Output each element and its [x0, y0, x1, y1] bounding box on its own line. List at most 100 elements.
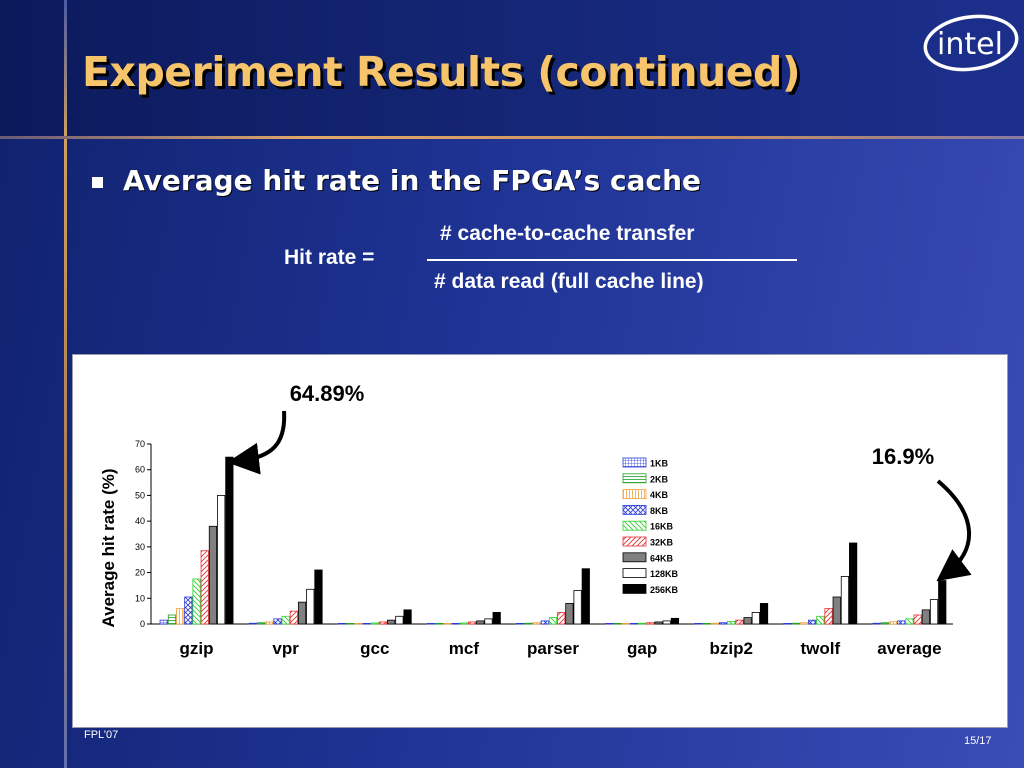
- formula-denominator: # data read (full cache line): [434, 270, 704, 293]
- bar-vpr-256kb: [314, 569, 323, 625]
- y-tick-label: 10: [135, 593, 145, 603]
- y-tick-label: 40: [135, 516, 145, 526]
- bar-average-2kb: [880, 622, 889, 625]
- bar-mcf-64kb: [476, 620, 485, 625]
- bar-parser-16kb: [548, 617, 558, 625]
- fraction-bar: [427, 259, 797, 261]
- y-tick-label: 60: [135, 465, 145, 475]
- bar-chart: Average hit rate (%) 0 10 20 30 40 50 60 70 gzi…: [99, 381, 972, 658]
- slide-title: Experiment Results (continued): [82, 48, 801, 96]
- bar-twolf-64kb: [832, 596, 841, 625]
- intel-logo: intel: [923, 14, 1019, 72]
- x-axis-labels: gzip vpr gcc mcf parser gap bzip2 twolf average: [180, 639, 942, 658]
- legend-label-64kb: 64KB: [650, 553, 674, 563]
- bar-vpr-4kb: [265, 621, 274, 625]
- legend-swatch-8kb: [622, 504, 647, 515]
- y-tick-label: 50: [135, 490, 145, 500]
- legend-label-1kb: 1KB: [650, 459, 669, 469]
- legend-swatch-256kb: [622, 583, 647, 594]
- bar-gap-4kb: [621, 622, 630, 625]
- bar-bzip2-256kb: [759, 603, 769, 625]
- x-tick-label-gcc: gcc: [360, 639, 389, 658]
- y-tick-label: 20: [135, 568, 145, 578]
- annotation-arrow-average: [936, 479, 972, 582]
- bar-mcf-2kb: [435, 622, 444, 625]
- bar-average-32kb: [913, 614, 922, 625]
- bar-mcf-1kb: [426, 622, 436, 625]
- bar-gcc-4kb: [354, 622, 363, 625]
- bar-gcc-16kb: [370, 622, 379, 625]
- bar-twolf-32kb: [824, 608, 833, 625]
- bar-gcc-256kb: [403, 609, 412, 625]
- bar-vpr-64kb: [297, 601, 307, 625]
- bar-gzip-16kb: [192, 578, 201, 625]
- bar-parser-2kb: [524, 622, 533, 625]
- bar-mcf-8kb: [451, 622, 460, 625]
- bars: [159, 456, 947, 625]
- legend-swatch-16kb: [622, 520, 647, 531]
- bar-gap-16kb: [638, 622, 647, 625]
- bar-average-4kb: [888, 621, 898, 625]
- y-axis-label: Average hit rate (%): [99, 468, 118, 627]
- bar-bzip2-32kb: [735, 619, 744, 625]
- bar-gap-128kb: [662, 620, 671, 625]
- x-tick-label-twolf: twolf: [801, 639, 841, 658]
- bar-vpr-32kb: [289, 610, 298, 625]
- bar-vpr-1kb: [248, 622, 257, 625]
- x-tick-label-gzip: gzip: [180, 639, 214, 658]
- bar-parser-1kb: [516, 622, 525, 625]
- bar-bzip2-1kb: [694, 622, 703, 625]
- bar-bzip2-128kb: [751, 612, 760, 625]
- x-tick-label-vpr: vpr: [272, 639, 299, 658]
- x-tick-label-gap: gap: [627, 639, 657, 658]
- bar-gcc-32kb: [378, 621, 388, 625]
- legend-swatch-1kb: [622, 457, 647, 468]
- legend-label-16kb: 16KB: [650, 522, 674, 532]
- bar-twolf-256kb: [849, 542, 858, 625]
- bullet-point: Average hit rate in the FPGA’s cache: [92, 164, 701, 197]
- bar-gzip-4kb: [176, 608, 185, 625]
- logo-text: intel: [937, 27, 1003, 62]
- bar-parser-32kb: [557, 612, 566, 625]
- bar-vpr-128kb: [306, 588, 315, 625]
- bar-gcc-1kb: [337, 622, 347, 625]
- bar-gcc-128kb: [395, 615, 404, 625]
- bar-mcf-4kb: [443, 622, 452, 625]
- bar-twolf-128kb: [840, 576, 850, 625]
- bar-gzip-128kb: [217, 495, 226, 625]
- bar-average-128kb: [929, 599, 939, 625]
- y-tick-label: 0: [140, 619, 145, 629]
- bar-bzip2-8kb: [718, 622, 728, 625]
- formula-label: Hit rate =: [284, 246, 375, 269]
- horizontal-accent-line: [0, 136, 1024, 139]
- bar-mcf-128kb: [484, 618, 493, 625]
- x-tick-label-mcf: mcf: [449, 639, 480, 658]
- page-number: 15/17: [964, 735, 992, 747]
- y-axis: 0 10 20 30 40 50 60 70: [135, 439, 953, 629]
- legend-label-32kb: 32KB: [650, 538, 674, 548]
- x-tick-label-average: average: [877, 639, 941, 658]
- footer-conference: FPL’07: [84, 729, 119, 741]
- bar-mcf-256kb: [492, 612, 501, 625]
- legend-label-2kb: 2KB: [650, 474, 669, 484]
- bar-twolf-16kb: [816, 615, 825, 625]
- bar-twolf-4kb: [799, 622, 809, 625]
- bar-gzip-256kb: [225, 456, 234, 625]
- bar-bzip2-2kb: [702, 622, 711, 625]
- legend: 1KB 2KB 4KB 8KB 16KB 32KB 64KB 128KB 256KB: [622, 457, 679, 595]
- bar-gzip-2kb: [167, 614, 177, 625]
- bar-average-256kb: [938, 580, 947, 625]
- legend-swatch-2kb: [622, 473, 647, 484]
- legend-swatch-64kb: [622, 552, 647, 563]
- bar-average-16kb: [905, 618, 914, 625]
- bar-gap-1kb: [605, 622, 614, 625]
- bar-twolf-8kb: [808, 619, 817, 625]
- bar-parser-64kb: [565, 603, 574, 625]
- bar-gcc-8kb: [362, 622, 371, 625]
- bar-gap-64kb: [654, 621, 663, 625]
- legend-label-8kb: 8KB: [650, 506, 669, 516]
- chart-panel: Average hit rate (%) 0 10 20 30 40 50 60 70 gzi…: [72, 354, 1008, 728]
- title-band: [0, 0, 1024, 136]
- bar-gap-256kb: [670, 617, 680, 625]
- y-tick-label: 30: [135, 542, 145, 552]
